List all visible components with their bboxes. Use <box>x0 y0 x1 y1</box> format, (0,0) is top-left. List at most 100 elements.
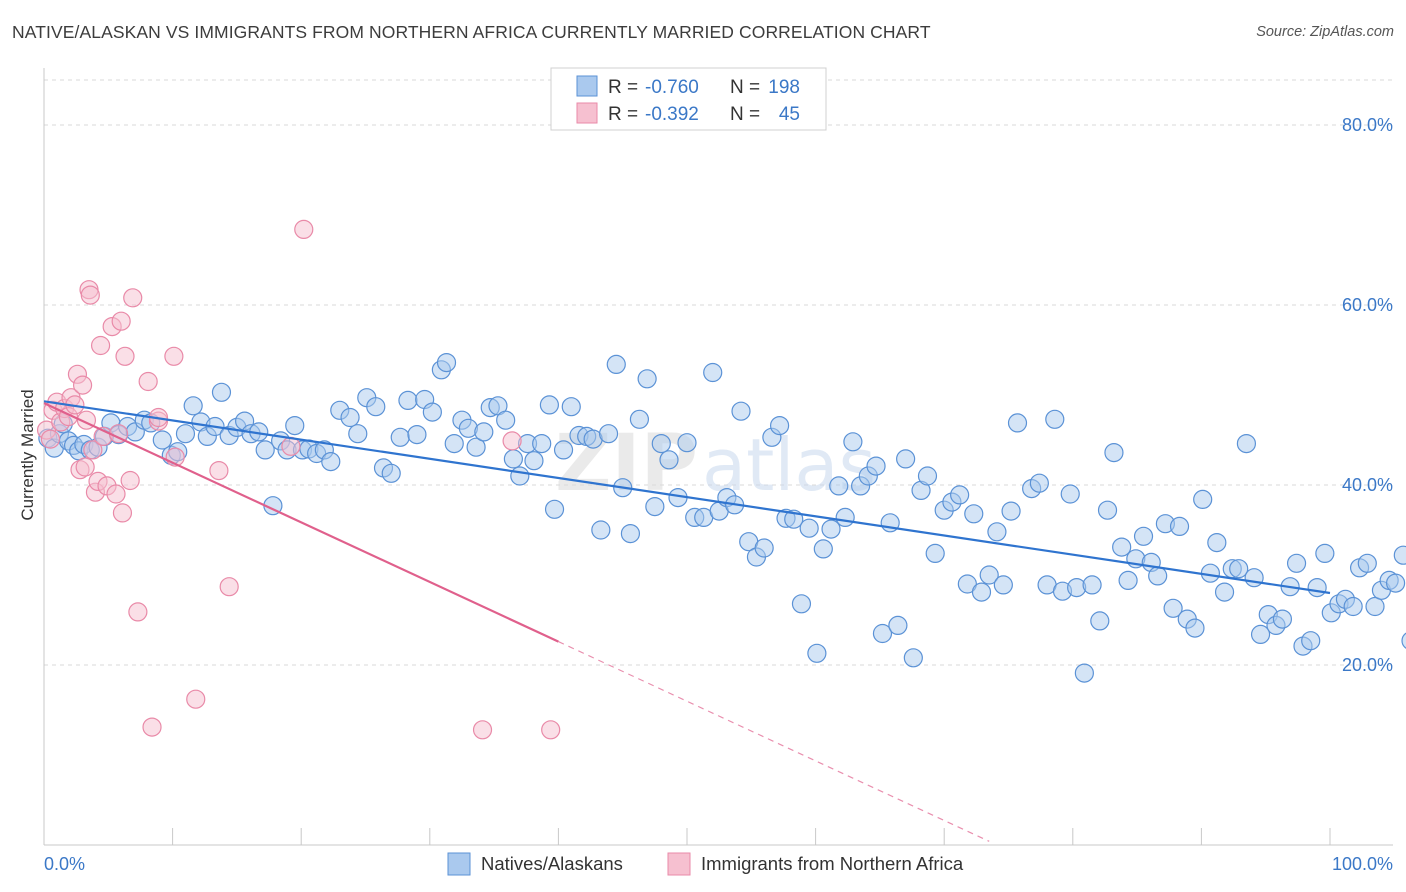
northern-africa-point <box>294 219 314 239</box>
natives-alaskans-point <box>474 422 494 442</box>
bottom-legend-swatch-blue <box>447 852 471 876</box>
natives-alaskans-point <box>444 434 464 454</box>
natives-alaskans-point <box>703 362 723 383</box>
northern-africa-point <box>111 311 131 331</box>
natives-alaskans-point <box>1393 545 1406 565</box>
natives-alaskans-point <box>1029 473 1049 493</box>
natives-alaskans-point <box>211 382 232 402</box>
natives-alaskans-point <box>769 416 790 436</box>
natives-alaskans-point <box>1007 413 1028 433</box>
y-tick-label: 20.0% <box>1342 655 1393 675</box>
northern-africa-point <box>112 503 133 523</box>
natives-alaskans-point <box>1207 532 1227 553</box>
natives-alaskans-point <box>1112 537 1132 557</box>
natives-alaskans-point <box>807 643 827 663</box>
natives-alaskans-point <box>1090 611 1110 631</box>
northern-africa-points <box>36 219 561 740</box>
northern-africa-point <box>75 457 95 477</box>
natives-alaskans-point <box>971 582 992 602</box>
natives-alaskans-point <box>539 395 559 415</box>
natives-alaskans-point <box>1133 526 1154 546</box>
natives-alaskans-point <box>1118 570 1138 591</box>
natives-alaskans-point <box>321 452 341 472</box>
natives-alaskans-point <box>1343 596 1363 617</box>
northern-africa-point <box>219 577 239 597</box>
natives-alaskans-point <box>731 401 751 421</box>
northern-africa-point <box>83 440 103 460</box>
natives-alaskans-point <box>544 499 565 519</box>
natives-alaskans-point <box>829 476 849 496</box>
northern-africa-point <box>40 429 61 449</box>
northern-africa-point <box>90 335 111 356</box>
natives-alaskans-point <box>175 424 196 444</box>
natives-alaskans-point <box>987 522 1007 542</box>
natives-alaskans-point <box>979 565 999 585</box>
y-tick-labels: 20.0% 40.0% 60.0% 80.0% <box>1342 115 1393 675</box>
northern-africa-point <box>472 720 493 740</box>
natives-alaskans-point <box>993 575 1013 595</box>
natives-alaskans-point <box>1401 632 1406 649</box>
legend-r-value-1: -0.760 <box>645 77 699 98</box>
natives-alaskans-point <box>843 432 863 452</box>
natives-alaskans-point <box>1148 566 1168 586</box>
northern-africa-point <box>164 346 184 366</box>
source-label: Source: ZipAtlas.com <box>1256 24 1394 40</box>
natives-alaskans-point <box>925 543 945 564</box>
natives-alaskans-point <box>532 434 552 454</box>
legend-n-value-1: 198 <box>768 77 800 98</box>
natives-alaskans-point <box>436 353 457 373</box>
axes <box>43 68 1393 846</box>
natives-alaskans-point <box>821 519 841 539</box>
natives-alaskans-point <box>1214 582 1235 602</box>
natives-alaskans-point <box>1244 568 1264 588</box>
natives-alaskans-point <box>183 396 203 416</box>
natives-alaskans-point <box>791 594 812 614</box>
northern-africa-point <box>502 431 522 451</box>
natives-alaskans-point <box>422 402 442 422</box>
natives-alaskans-point <box>366 397 386 417</box>
natives-alaskans-point <box>1229 559 1249 579</box>
natives-alaskans-point <box>503 449 523 469</box>
natives-alaskans-point <box>1357 553 1377 573</box>
natives-alaskans-point <box>466 437 486 457</box>
natives-alaskans-point <box>754 538 774 558</box>
natives-alaskans-points <box>38 353 1406 683</box>
natives-alaskans-point <box>553 440 574 460</box>
natives-alaskans-point <box>1250 624 1271 645</box>
northern-africa-point <box>142 717 162 737</box>
northern-africa-point <box>186 689 206 709</box>
natives-alaskans-point <box>950 485 970 505</box>
y-tick-label: 80.0% <box>1342 115 1393 135</box>
natives-alaskans-point <box>677 433 697 453</box>
natives-alaskans-point <box>255 440 275 460</box>
northern-africa-point <box>106 484 126 504</box>
x-tick-label-min: 0.0% <box>44 854 85 874</box>
northern-africa-point <box>138 371 158 392</box>
chart-title: NATIVE/ALASKAN VS IMMIGRANTS FROM NORTHE… <box>12 22 931 42</box>
y-tick-label: 60.0% <box>1342 295 1393 315</box>
natives-alaskans-point <box>1365 596 1385 617</box>
natives-alaskans-point <box>381 463 401 483</box>
natives-alaskans-point <box>813 539 833 559</box>
natives-alaskans-point <box>637 369 657 389</box>
northern-africa-point <box>72 375 93 395</box>
legend-n-label-2: N = <box>730 104 760 125</box>
natives-alaskans-point <box>1163 598 1183 618</box>
natives-alaskans-point <box>1385 573 1406 593</box>
natives-alaskans-point <box>659 450 679 470</box>
natives-alaskans-point <box>888 615 908 636</box>
natives-alaskans-point <box>407 425 427 445</box>
natives-alaskans-point <box>896 449 916 469</box>
northern-africa-point <box>541 720 561 740</box>
natives-alaskans-point <box>1301 631 1321 651</box>
natives-alaskans-point <box>1307 577 1327 598</box>
natives-alaskans-point <box>398 390 418 410</box>
natives-alaskans-point <box>645 497 665 517</box>
natives-alaskans-point <box>510 466 530 486</box>
x-tick-label-max: 100.0% <box>1332 854 1393 874</box>
natives-alaskans-point <box>390 427 410 447</box>
natives-alaskans-point <box>964 504 984 524</box>
natives-alaskans-point <box>152 430 172 450</box>
natives-alaskans-point <box>340 407 360 428</box>
